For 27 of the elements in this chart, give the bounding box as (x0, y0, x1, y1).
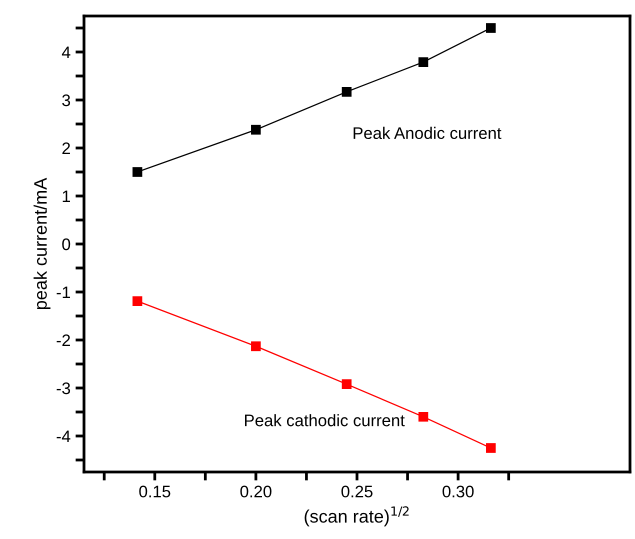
y-axis-title: peak current/mA (34, 178, 50, 310)
point (418, 57, 428, 67)
annotation: Peak Anodic current (354, 126, 502, 140)
y-tick-label: 0 (62, 238, 70, 250)
point (486, 443, 496, 453)
y-tick-label: 1 (62, 190, 70, 202)
y-tick-label: -1 (56, 286, 70, 298)
y-tick-label: -4 (56, 430, 70, 442)
point (486, 23, 496, 33)
point (251, 341, 261, 352)
y-tick-label: -3 (56, 382, 70, 394)
point (342, 379, 352, 390)
y-tick-label: 3 (62, 94, 70, 106)
annotation: Peak cathodic current (245, 414, 405, 426)
point (132, 167, 142, 177)
y-tick-label: 4 (62, 46, 70, 58)
point (342, 86, 352, 97)
x-tick-label: 0.20 (240, 486, 272, 498)
x-tick-label: 0.25 (341, 486, 373, 498)
y-tick-label: 2 (62, 142, 70, 154)
point (132, 296, 142, 306)
x-tick-label: 0.30 (442, 486, 474, 498)
point (418, 412, 428, 422)
y-tick-label: -2 (56, 334, 70, 346)
x-axis-title: (scan rate)$^{1/2}$ (304, 506, 409, 526)
point (251, 124, 261, 135)
x-tick-label: 0.15 (139, 486, 170, 498)
